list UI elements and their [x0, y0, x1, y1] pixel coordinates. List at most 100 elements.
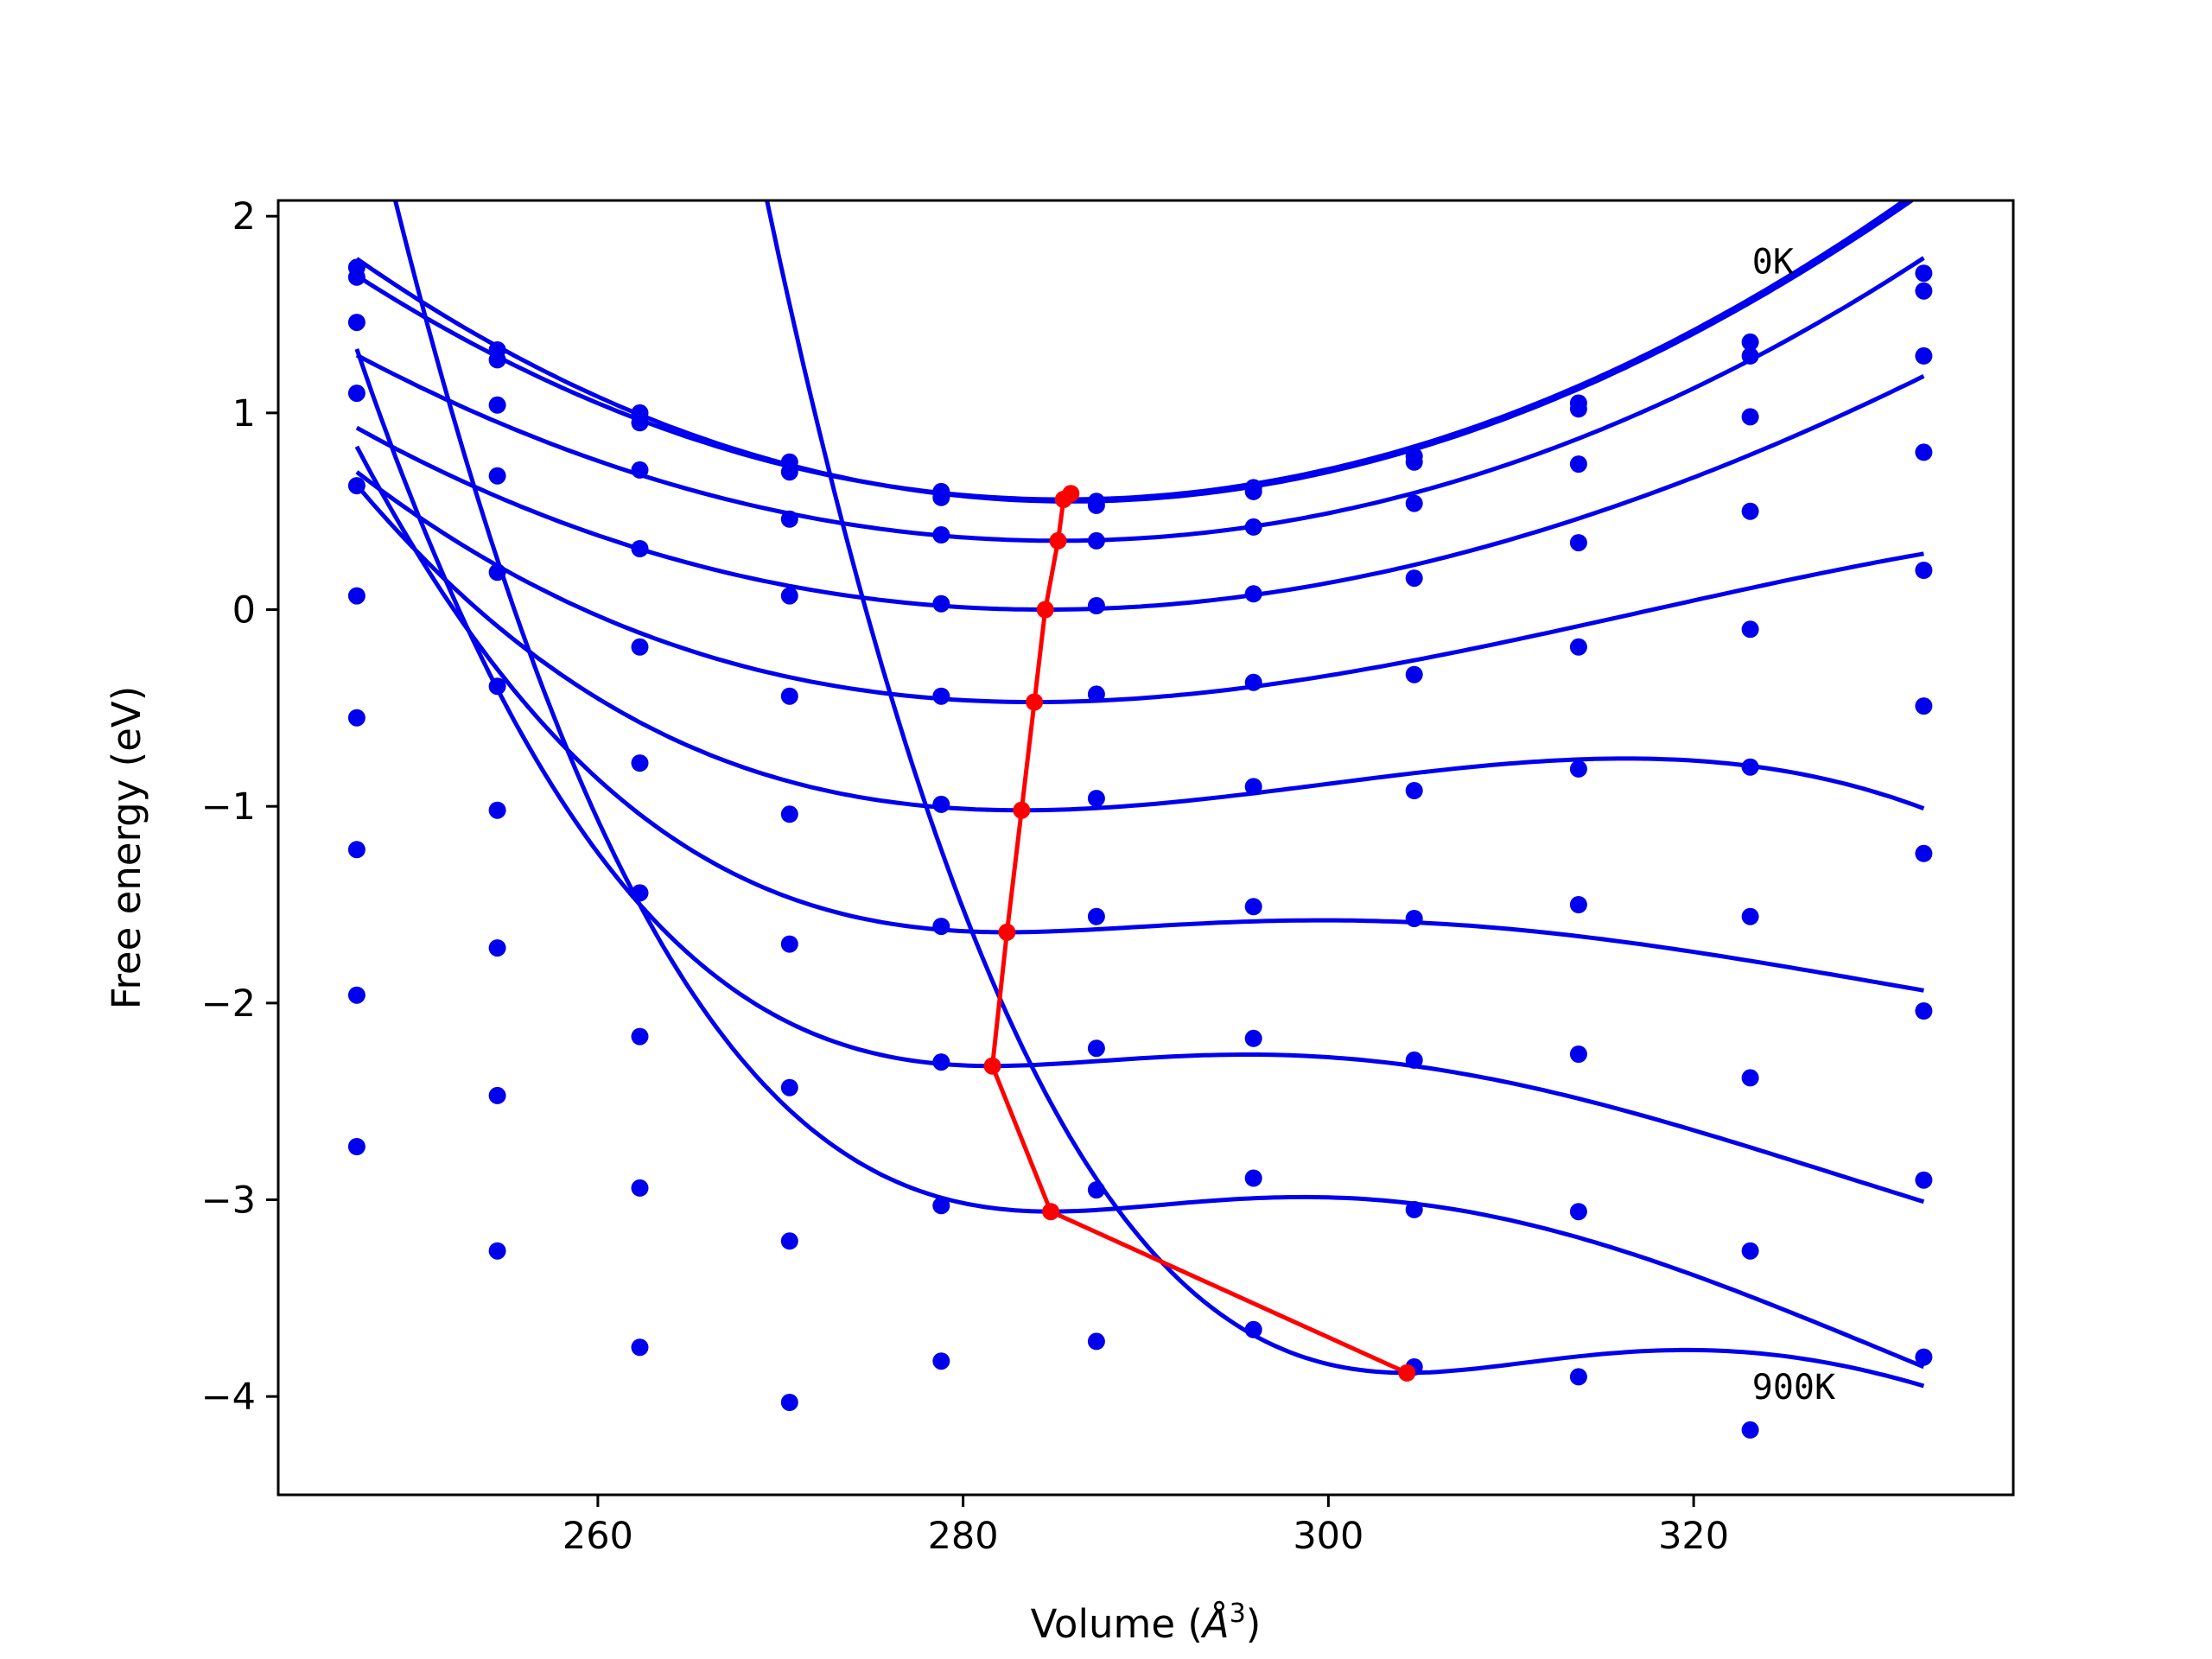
- data-point: [1569, 534, 1587, 552]
- y-tick-label: −2: [201, 982, 256, 1026]
- annotations: 0K 900K: [1752, 243, 1835, 1408]
- minima-line: [989, 492, 1408, 1376]
- data-point: [1244, 778, 1262, 796]
- y-axis-label: Free energy (eV): [104, 686, 149, 1009]
- data-point: [488, 801, 506, 819]
- data-point: [1405, 1200, 1423, 1218]
- data-point: [347, 385, 365, 403]
- fit-curve: [355, 483, 1925, 813]
- data-point: [932, 687, 950, 705]
- data-point: [631, 414, 649, 432]
- y-axis-ticks: 2 1 0 −1 −2 −3 −4: [201, 195, 278, 1419]
- data-point: [780, 805, 798, 823]
- data-point: [1741, 620, 1759, 639]
- data-point: [1087, 597, 1105, 614]
- curve-annotation: 900K: [1752, 1368, 1835, 1408]
- fit-curve: [355, 374, 1925, 612]
- minima-path: [983, 485, 1416, 1382]
- data-point: [1244, 1029, 1262, 1047]
- data-point: [1741, 502, 1759, 520]
- data-point: [1569, 638, 1587, 656]
- data-point: [1569, 760, 1587, 778]
- fit-curve: [355, 200, 1916, 504]
- data-point: [1915, 346, 1933, 365]
- x-axis-label-text: Volume: [1031, 1601, 1175, 1647]
- minimum-point: [1054, 491, 1072, 508]
- x-tick-label: 300: [1293, 1515, 1363, 1558]
- data-point: [347, 587, 365, 605]
- data-point: [1087, 1181, 1105, 1199]
- data-point: [488, 939, 506, 957]
- data-point: [932, 1352, 950, 1370]
- data-point: [1741, 907, 1759, 925]
- data-point: [631, 754, 649, 772]
- data-point: [631, 638, 649, 656]
- data-point: [1569, 1046, 1587, 1063]
- data-point: [347, 841, 365, 859]
- fit-curve: [355, 200, 1909, 502]
- data-point: [1244, 1320, 1262, 1338]
- fit-curve: [355, 470, 1924, 704]
- data-point: [1915, 282, 1933, 300]
- data-point: [932, 1197, 950, 1215]
- data-point: [1244, 898, 1262, 916]
- data-point: [1405, 569, 1423, 588]
- data-point: [1741, 1069, 1759, 1087]
- data-point: [488, 467, 506, 485]
- x-axis-unit: Å: [1200, 1601, 1230, 1647]
- data-point: [1405, 494, 1423, 512]
- x-axis-label: Volume (Å3): [1031, 1599, 1262, 1647]
- y-tick-label: −3: [201, 1179, 256, 1223]
- data-point: [1741, 408, 1759, 426]
- data-point: [1405, 1051, 1423, 1069]
- data-point: [631, 540, 649, 557]
- data-point: [1244, 518, 1262, 536]
- fit-curves: [354, 200, 1925, 1389]
- plot-frame: [276, 199, 2015, 1497]
- data-point: [1915, 443, 1933, 461]
- data-point: [780, 1232, 798, 1250]
- data-point: [1405, 782, 1423, 799]
- curve-annotation: 0K: [1752, 243, 1794, 283]
- minimum-point: [983, 1057, 1001, 1075]
- data-point: [1569, 1203, 1587, 1221]
- data-point: [347, 268, 365, 286]
- minimum-point: [1026, 693, 1044, 711]
- data-point: [631, 461, 649, 479]
- fit-curve: [765, 200, 1925, 1389]
- data-point: [1087, 496, 1105, 514]
- data-point: [932, 795, 950, 813]
- data-point: [631, 1179, 649, 1197]
- data-point: [631, 884, 649, 902]
- data-point: [1405, 910, 1423, 927]
- y-tick-label: 0: [232, 589, 256, 632]
- data-point: [1405, 453, 1423, 471]
- data-point: [1087, 1332, 1105, 1351]
- fit-curve: [354, 445, 1924, 993]
- data-point: [347, 1138, 365, 1155]
- data-point: [488, 563, 506, 582]
- data-point: [1569, 455, 1587, 474]
- data-point: [1087, 907, 1105, 925]
- x-axis-unit-exponent: 3: [1230, 1599, 1246, 1629]
- y-tick-label: 2: [232, 195, 256, 238]
- data-point: [347, 314, 365, 332]
- data-points: [347, 258, 1933, 1439]
- data-point: [780, 1078, 798, 1096]
- data-point: [1244, 585, 1262, 603]
- x-tick-label: 280: [928, 1515, 999, 1558]
- data-point: [932, 594, 950, 613]
- data-point: [488, 396, 506, 414]
- data-point: [347, 986, 365, 1004]
- data-point: [1741, 758, 1759, 776]
- minimum-point: [1013, 801, 1031, 819]
- data-point: [1087, 531, 1105, 550]
- data-point: [1915, 844, 1933, 862]
- data-point: [1244, 482, 1262, 500]
- minimum-point: [1042, 1203, 1060, 1221]
- data-point: [1741, 333, 1759, 351]
- data-point: [631, 1338, 649, 1357]
- data-point: [780, 1394, 798, 1411]
- data-point: [1244, 1169, 1262, 1187]
